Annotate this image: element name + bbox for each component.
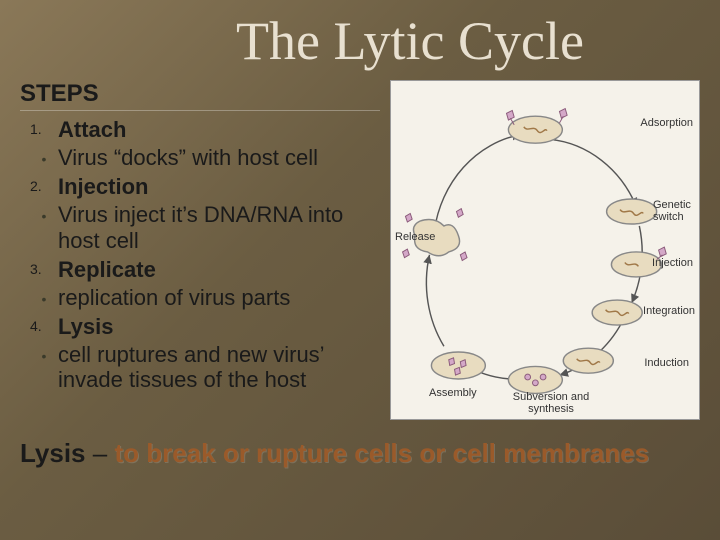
diagram-label-adsorption: Adsorption (640, 117, 693, 129)
step-bullet: • replication of virus parts (30, 285, 380, 310)
steps-header: STEPS (20, 80, 380, 111)
bullet-icon: • (30, 285, 58, 310)
text-column: STEPS 1. Attach • Virus “docks” with hos… (20, 80, 380, 420)
step-list: 1. Attach • Virus “docks” with host cell… (20, 117, 380, 393)
step-item: 2. Injection (30, 174, 380, 200)
slide-title: The Lytic Cycle (20, 10, 700, 72)
bullet-text: replication of virus parts (58, 285, 290, 310)
step-bullet: • cell ruptures and new virus’ invade ti… (30, 342, 380, 393)
step-number: 4. (30, 314, 58, 340)
content-area: STEPS 1. Attach • Virus “docks” with hos… (20, 80, 700, 420)
step-name: Attach (58, 117, 126, 143)
step-name: Lysis (58, 314, 113, 340)
step-bullet: • Virus “docks” with host cell (30, 145, 380, 170)
footer-definition: Lysis – to break or rupture cells or cel… (20, 438, 700, 469)
bullet-text: Virus inject it’s DNA/RNA into host cell (58, 202, 380, 253)
step-number: 3. (30, 257, 58, 283)
footer-dash: – (86, 438, 115, 468)
step-item: 1. Attach (30, 117, 380, 143)
footer-explanation: to break or rupture cells or cell membra… (114, 438, 649, 468)
diagram-label-integration: Integration (643, 305, 695, 317)
diagram-label-assembly: Assembly (429, 387, 477, 399)
bullet-text: Virus “docks” with host cell (58, 145, 318, 170)
step-number: 2. (30, 174, 58, 200)
step-number: 1. (30, 117, 58, 143)
bullet-icon: • (30, 342, 58, 393)
diagram-label-subversion: Subversion and synthesis (506, 391, 596, 415)
bullet-icon: • (30, 145, 58, 170)
diagram-label-genetic-switch: Genetic switch (653, 199, 703, 223)
diagram-label-release: Release (395, 231, 435, 243)
bullet-text: cell ruptures and new virus’ invade tiss… (58, 342, 380, 393)
step-name: Injection (58, 174, 148, 200)
step-bullet: • Virus inject it’s DNA/RNA into host ce… (30, 202, 380, 253)
diagram-label-induction: Induction (644, 357, 689, 369)
bullet-icon: • (30, 202, 58, 253)
step-item: 4. Lysis (30, 314, 380, 340)
step-name: Replicate (58, 257, 156, 283)
step-item: 3. Replicate (30, 257, 380, 283)
footer-term: Lysis (20, 438, 86, 468)
diagram-label-injection: Injection (652, 257, 693, 269)
lytic-cycle-diagram: Adsorption Genetic switch Injection Inte… (390, 80, 700, 420)
slide: The Lytic Cycle STEPS 1. Attach • Virus … (0, 0, 720, 540)
